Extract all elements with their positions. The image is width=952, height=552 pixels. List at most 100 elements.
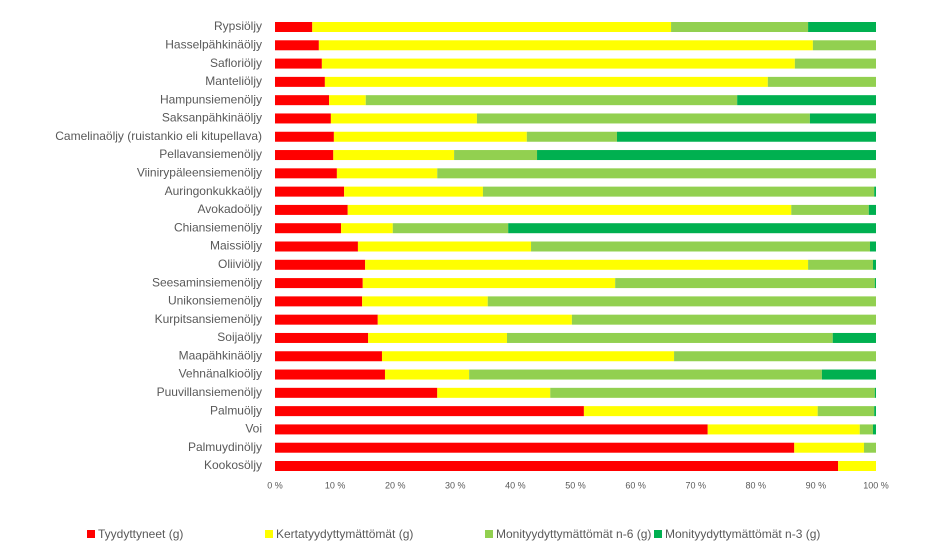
- category-label: Puuvillansiemenöljy: [157, 385, 262, 399]
- category-label: Hampunsiemenöljy: [160, 92, 262, 106]
- bar-segment: [275, 131, 334, 142]
- x-tick-label: 20 %: [385, 480, 406, 490]
- bar-segment: [508, 223, 876, 234]
- bar-segment: [275, 278, 363, 289]
- category-label: Palmuöljy: [210, 403, 262, 417]
- bar-segment: [275, 186, 345, 197]
- bar-segment: [469, 369, 822, 380]
- bar-segment: [583, 406, 818, 417]
- bar-segment: [275, 241, 358, 252]
- bar-segment: [791, 204, 869, 215]
- bar-segment: [808, 22, 876, 32]
- bar-segment: [275, 424, 708, 435]
- bar-segment: [275, 22, 313, 32]
- bar-segment: [324, 76, 768, 87]
- bar-segment: [329, 95, 366, 106]
- x-tick-label: 90 %: [806, 480, 827, 490]
- bar-segment: [275, 351, 382, 362]
- bar-segment: [809, 113, 876, 124]
- bar-segment: [330, 113, 477, 124]
- category-label: Palmuydinöljy: [188, 440, 262, 454]
- category-label: Camelinaöljy (ruistankio eli kitupellava…: [55, 129, 262, 143]
- bar-segment: [275, 406, 584, 417]
- bar-segment: [275, 461, 839, 471]
- bar-segment: [674, 351, 876, 362]
- bar-segment: [336, 168, 438, 179]
- bar-segment: [615, 278, 875, 289]
- bar-segment: [737, 95, 876, 106]
- bar-segment: [377, 314, 572, 325]
- bar-segment: [275, 150, 334, 161]
- bar-segment: [859, 424, 873, 435]
- x-tick-label: 40 %: [505, 480, 526, 490]
- bar-segment: [275, 387, 438, 398]
- bar-segment: [318, 40, 813, 51]
- category-label: Maissiöljy: [210, 239, 262, 253]
- bar-segment: [868, 204, 876, 215]
- bar-segment: [808, 259, 873, 270]
- legend-swatch: [485, 530, 493, 538]
- bar-segment: [707, 424, 860, 435]
- x-tick-label: 0 %: [267, 480, 283, 490]
- bar-segment: [275, 369, 385, 380]
- bar-segment: [275, 296, 363, 307]
- bar-segment: [454, 150, 538, 161]
- x-tick-label: 50 %: [565, 480, 586, 490]
- bar-segment: [767, 76, 876, 87]
- bar-segment: [365, 259, 809, 270]
- bar-segment: [794, 58, 876, 69]
- x-tick-label: 30 %: [445, 480, 466, 490]
- bar-segment: [275, 58, 322, 69]
- category-label: Maapähkinäöljy: [179, 348, 262, 362]
- bar-segment: [357, 241, 532, 252]
- legend-label: Tyydyttyneet (g): [98, 527, 183, 541]
- category-label: Soijaöljy: [217, 330, 262, 344]
- bar-segment: [347, 204, 792, 215]
- bar-segment: [794, 442, 864, 453]
- bar-segment: [812, 40, 876, 51]
- bar-segment: [275, 40, 319, 51]
- category-label: Kurpitsansiemenöljy: [155, 312, 262, 326]
- bar-segment: [874, 186, 876, 197]
- bar-segment: [341, 223, 393, 234]
- bar-segment: [275, 442, 795, 453]
- bar-segment: [863, 442, 876, 453]
- x-tick-label: 60 %: [625, 480, 646, 490]
- category-label: Kookosöljy: [204, 458, 262, 472]
- bar-segment: [671, 22, 809, 32]
- bar-segment: [275, 223, 342, 234]
- category-label: Manteliöljy: [205, 74, 262, 88]
- bar-segment: [275, 95, 330, 106]
- category-label: Oliiviöljy: [218, 257, 262, 271]
- bar-segment: [821, 369, 876, 380]
- bar-segment: [869, 241, 876, 252]
- bar-segment: [874, 278, 876, 289]
- category-label: Auringonkukkaöljy: [165, 184, 262, 198]
- bar-segment: [333, 150, 455, 161]
- bar-segment: [550, 387, 875, 398]
- category-label: Pellavansiemenöljy: [159, 147, 262, 161]
- bar-segment: [437, 387, 551, 398]
- bar-segment: [275, 332, 369, 343]
- bar-segment: [616, 131, 876, 142]
- bar-segment: [275, 259, 366, 270]
- bar-segment: [874, 387, 876, 398]
- legend-label: Monityydyttymättömät n-6 (g): [496, 527, 651, 541]
- bar-segment: [362, 278, 616, 289]
- category-label: Voi: [245, 422, 262, 436]
- category-label: Seesaminsiemenöljy: [152, 275, 262, 289]
- bar-segment: [526, 131, 617, 142]
- bar-segment: [381, 351, 675, 362]
- bar-segment: [832, 332, 876, 343]
- category-label: Rypsiöljy: [214, 19, 262, 33]
- bar-segment: [333, 131, 527, 142]
- legend-label: Monityydyttymättömät n-3 (g): [665, 527, 820, 541]
- bar-segment: [275, 113, 331, 124]
- bar-segment: [275, 168, 337, 179]
- x-tick-label: 70 %: [685, 480, 706, 490]
- category-label: Safloriöljy: [210, 56, 262, 70]
- bar-segment: [275, 204, 348, 215]
- bar-segment: [537, 150, 876, 161]
- category-label: Vehnänalkioöljy: [179, 367, 262, 381]
